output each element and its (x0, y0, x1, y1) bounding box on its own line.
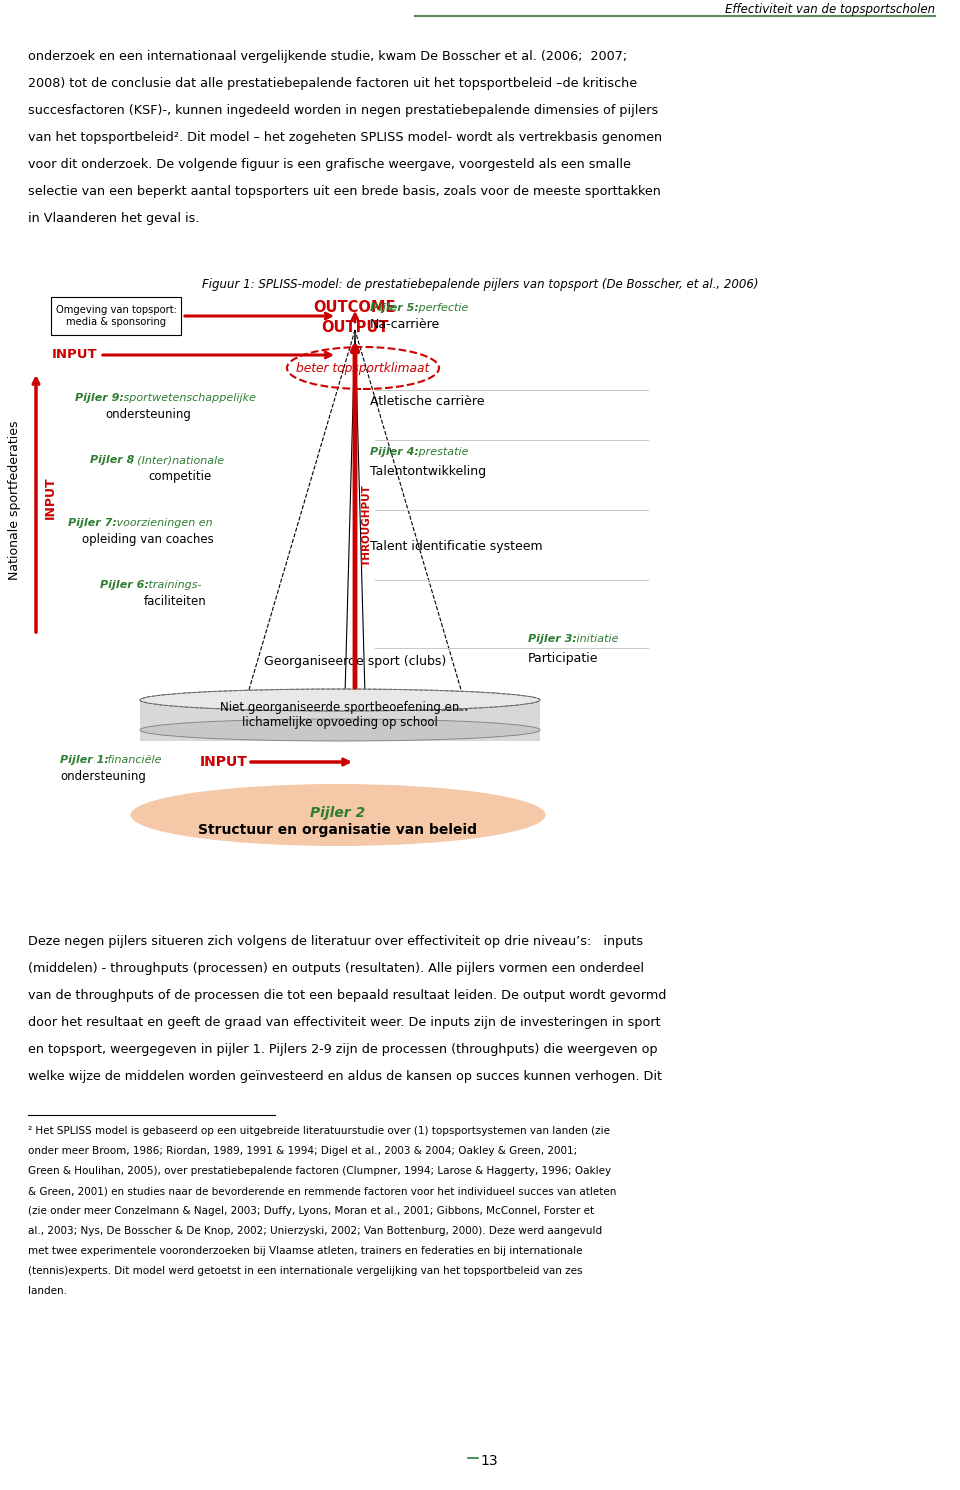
Text: landen.: landen. (28, 1286, 67, 1296)
Text: Effectiviteit van de topsportscholen: Effectiviteit van de topsportscholen (725, 3, 935, 16)
Ellipse shape (131, 784, 545, 846)
Text: sportwetenschappelijke: sportwetenschappelijke (120, 393, 256, 402)
Text: Pijler 3:: Pijler 3: (528, 635, 577, 644)
Text: voor dit onderzoek. De volgende figuur is een grafische weergave, voorgesteld al: voor dit onderzoek. De volgende figuur i… (28, 158, 631, 171)
Text: Atletische carrière: Atletische carrière (370, 395, 485, 408)
Text: al., 2003; Nys, De Bosscher & De Knop, 2002; Unierzyski, 2002; Van Bottenburg, 2: al., 2003; Nys, De Bosscher & De Knop, 2… (28, 1226, 602, 1237)
Text: Pijler 1:: Pijler 1: (60, 755, 108, 764)
Text: Pijler 5:: Pijler 5: (370, 302, 419, 313)
Text: voorzieningen en: voorzieningen en (113, 519, 212, 527)
Text: perfectie: perfectie (415, 302, 468, 313)
Text: met twee experimentele vooronderzoeken bij Vlaamse atleten, trainers en federati: met twee experimentele vooronderzoeken b… (28, 1246, 583, 1256)
Text: onderzoek en een internationaal vergelijkende studie, kwam De Bosscher et al. (2: onderzoek en een internationaal vergelij… (28, 51, 627, 63)
Text: ² Het SPLISS model is gebaseerd op een uitgebreide literatuurstudie over (1) top: ² Het SPLISS model is gebaseerd op een u… (28, 1126, 610, 1135)
Text: initiatie: initiatie (573, 635, 618, 644)
Text: OUTCOME: OUTCOME (314, 299, 396, 314)
Text: OUTPUT: OUTPUT (322, 320, 389, 335)
Text: en topsport, weergegeven in pijler 1. Pijlers 2-9 zijn de processen (throughputs: en topsport, weergegeven in pijler 1. Pi… (28, 1043, 658, 1056)
Text: 13: 13 (480, 1454, 497, 1468)
Text: beter topsportklimaat: beter topsportklimaat (297, 362, 430, 374)
Text: & Green, 2001) en studies naar de bevorderende en remmende factoren voor het ind: & Green, 2001) en studies naar de bevord… (28, 1186, 616, 1196)
Text: Participatie: Participatie (528, 653, 598, 665)
Text: competitie: competitie (149, 469, 211, 483)
Text: Pijler 6:: Pijler 6: (100, 580, 149, 590)
Text: INPUT: INPUT (200, 755, 248, 769)
Text: in Vlaanderen het geval is.: in Vlaanderen het geval is. (28, 212, 200, 225)
Text: welke wijze de middelen worden geïnvesteerd en aldus de kansen op succes kunnen : welke wijze de middelen worden geïnveste… (28, 1070, 662, 1083)
Text: Na-carrière: Na-carrière (370, 317, 441, 331)
Text: Green & Houlihan, 2005), over prestatiebepalende factoren (Clumpner, 1994; Laros: Green & Houlihan, 2005), over prestatieb… (28, 1167, 612, 1176)
Text: Talentontwikkeling: Talentontwikkeling (370, 465, 486, 478)
Text: faciliteiten: faciliteiten (144, 595, 206, 608)
Text: Omgeving van topsport:
media & sponsoring: Omgeving van topsport: media & sponsorin… (56, 305, 177, 326)
Text: van de throughputs of de processen die tot een bepaald resultaat leiden. De outp: van de throughputs of de processen die t… (28, 989, 666, 1001)
Text: Pijler 4:: Pijler 4: (370, 447, 419, 457)
Text: INPUT: INPUT (52, 349, 98, 361)
Text: Deze negen pijlers situeren zich volgens de literatuur over effectiviteit op dri: Deze negen pijlers situeren zich volgens… (28, 936, 643, 948)
Ellipse shape (140, 688, 540, 711)
Text: Niet georganiseerde sportbeoefening en
lichamelijke opvoeding op school: Niet georganiseerde sportbeoefening en l… (220, 700, 460, 729)
Text: prestatie: prestatie (415, 447, 468, 457)
Text: Talent identificatie systeem: Talent identificatie systeem (370, 539, 542, 553)
Text: (middelen) - throughputs (processen) en outputs (resultaten). Alle pijlers vorme: (middelen) - throughputs (processen) en … (28, 963, 644, 974)
Text: THROUGHPUT: THROUGHPUT (362, 484, 372, 566)
Text: Georganiseerde sport (clubs): Georganiseerde sport (clubs) (264, 656, 446, 668)
Text: ondersteuning: ondersteuning (60, 770, 146, 784)
Text: (tennis)experts. Dit model werd getoetst in een internationale vergelijking van : (tennis)experts. Dit model werd getoetst… (28, 1266, 583, 1275)
Text: onder meer Broom, 1986; Riordan, 1989, 1991 & 1994; Digel et al., 2003 & 2004; O: onder meer Broom, 1986; Riordan, 1989, 1… (28, 1146, 577, 1156)
Text: 2008) tot de conclusie dat alle prestatiebepalende factoren uit het topsportbele: 2008) tot de conclusie dat alle prestati… (28, 77, 637, 89)
Text: financiële: financiële (104, 755, 161, 764)
FancyBboxPatch shape (51, 297, 181, 335)
Text: Pijler 7:: Pijler 7: (68, 519, 117, 527)
Text: Structuur en organisatie van beleid: Structuur en organisatie van beleid (199, 822, 477, 837)
Text: succesfactoren (KSF)-, kunnen ingedeeld worden in negen prestatiebepalende dimen: succesfactoren (KSF)-, kunnen ingedeeld … (28, 104, 659, 118)
Text: (zie onder meer Conzelmann & Nagel, 2003; Duffy, Lyons, Moran et al., 2001; Gibb: (zie onder meer Conzelmann & Nagel, 2003… (28, 1205, 594, 1216)
Text: : (Inter)nationale: : (Inter)nationale (130, 454, 224, 465)
Text: van het topsportbeleid². Dit model – het zogeheten SPLISS model- wordt als vertr: van het topsportbeleid². Dit model – het… (28, 131, 662, 145)
Text: opleiding van coaches: opleiding van coaches (83, 533, 214, 545)
Text: Pijler 2: Pijler 2 (310, 806, 366, 820)
Text: Nationale sportfederaties: Nationale sportfederaties (9, 420, 21, 580)
Text: ondersteuning: ondersteuning (105, 408, 191, 422)
Bar (140, 700, 540, 741)
Text: door het resultaat en geeft de graad van effectiviteit weer. De inputs zijn de i: door het resultaat en geeft de graad van… (28, 1016, 660, 1030)
Text: Pijler 8: Pijler 8 (90, 454, 134, 465)
Text: Figuur 1: SPLISS-model: de prestatiebepalende pijlers van topsport (De Bosscher,: Figuur 1: SPLISS-model: de prestatiebepa… (202, 279, 758, 291)
Polygon shape (345, 329, 365, 694)
Text: INPUT: INPUT (44, 477, 57, 520)
Ellipse shape (140, 720, 540, 741)
Text: trainings-: trainings- (145, 580, 202, 590)
Text: Pijler 9:: Pijler 9: (75, 393, 124, 402)
Text: selectie van een beperkt aantal topsporters uit een brede basis, zoals voor de m: selectie van een beperkt aantal topsport… (28, 185, 660, 198)
